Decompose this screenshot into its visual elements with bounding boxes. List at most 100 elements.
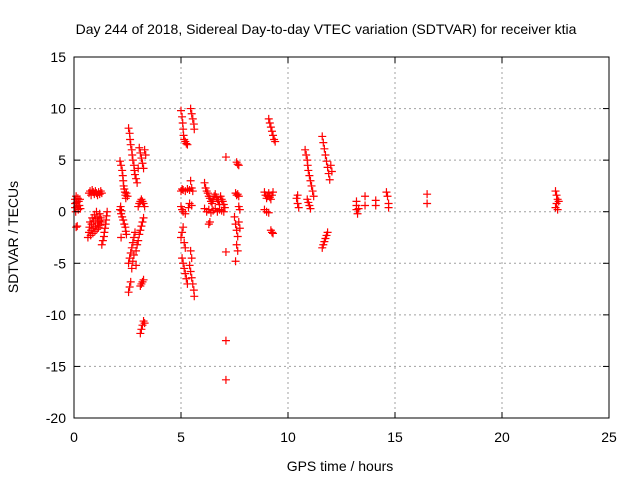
- data-point: [309, 192, 318, 201]
- data-point: [262, 207, 271, 216]
- data-point: [303, 161, 312, 170]
- data-point: [306, 204, 315, 213]
- data-point: [305, 171, 314, 180]
- y-tick-label: -20: [46, 410, 66, 426]
- data-point: [139, 275, 148, 284]
- data-point: [138, 321, 147, 330]
- data-point: [187, 254, 196, 263]
- data-point: [180, 264, 189, 273]
- data-point: [94, 223, 103, 232]
- data-point: [187, 201, 196, 210]
- data-point: [138, 218, 147, 227]
- data-point: [217, 195, 226, 204]
- data-point: [551, 187, 560, 196]
- data-point: [234, 192, 243, 201]
- data-point: [269, 229, 278, 238]
- data-point: [307, 181, 316, 190]
- data-point: [97, 189, 106, 198]
- data-point: [138, 159, 147, 168]
- data-point: [322, 157, 331, 166]
- data-point: [181, 243, 190, 252]
- data-point: [269, 188, 278, 197]
- data-point: [137, 279, 146, 288]
- data-point: [266, 195, 275, 204]
- data-point: [264, 114, 273, 123]
- data-point: [182, 139, 191, 148]
- data-point: [139, 164, 148, 173]
- x-tick-label: 5: [177, 429, 185, 445]
- data-point: [179, 223, 188, 232]
- data-point: [119, 215, 128, 224]
- x-tick-label: 20: [494, 429, 510, 445]
- y-axis-label: SDTVAR / TECUs: [5, 181, 21, 293]
- data-point: [177, 233, 185, 242]
- data-point: [423, 190, 432, 199]
- data-point: [221, 336, 230, 345]
- axis-ticks: [73, 56, 610, 419]
- data-point: [271, 137, 280, 146]
- data-point: [130, 166, 139, 175]
- data-point: [183, 185, 192, 194]
- y-tick-label: -15: [46, 358, 66, 374]
- data-point: [302, 150, 311, 159]
- data-point: [200, 178, 209, 187]
- data-point: [264, 208, 273, 217]
- data-point: [132, 261, 141, 270]
- data-point: [186, 176, 195, 185]
- data-point: [123, 192, 132, 201]
- data-point: [183, 140, 192, 149]
- data-points: [71, 104, 563, 384]
- data-point: [215, 205, 224, 214]
- data-point: [137, 222, 146, 231]
- data-point: [423, 199, 432, 208]
- data-point: [127, 264, 136, 273]
- data-point: [103, 207, 112, 216]
- data-point: [383, 192, 392, 201]
- data-point: [235, 205, 244, 214]
- data-point: [202, 187, 211, 196]
- data-point: [96, 213, 105, 222]
- data-point: [232, 240, 241, 249]
- x-tick-label: 0: [70, 429, 78, 445]
- data-point: [127, 243, 136, 252]
- data-point: [234, 161, 243, 170]
- data-point: [553, 195, 562, 204]
- data-point: [552, 191, 561, 200]
- data-point: [212, 193, 221, 202]
- data-point: [95, 209, 104, 218]
- data-point: [219, 207, 228, 216]
- data-point: [139, 213, 148, 222]
- data-point: [86, 218, 95, 227]
- data-point: [140, 202, 149, 211]
- data-point: [136, 226, 145, 235]
- data-point: [190, 125, 199, 134]
- data-point: [124, 259, 133, 268]
- data-point: [130, 228, 139, 237]
- data-point: [128, 257, 137, 266]
- data-point: [301, 145, 310, 154]
- data-point: [306, 176, 315, 185]
- data-point: [188, 187, 197, 196]
- data-point: [177, 106, 185, 115]
- data-point: [137, 195, 146, 204]
- data-point: [116, 157, 125, 166]
- data-point: [76, 204, 85, 213]
- data-point: [321, 150, 330, 159]
- data-point: [137, 325, 146, 334]
- data-point: [267, 228, 276, 237]
- data-point: [382, 188, 391, 197]
- data-point: [133, 240, 142, 249]
- data-point: [74, 197, 83, 206]
- data-point: [178, 254, 187, 263]
- chart-title: Day 244 of 2018, Sidereal Day-to-day VTE…: [76, 21, 577, 37]
- data-point: [138, 277, 147, 286]
- data-point: [136, 329, 145, 338]
- data-point: [138, 197, 147, 206]
- data-point: [265, 119, 274, 128]
- data-point: [130, 170, 139, 179]
- data-point: [293, 199, 302, 208]
- data-point: [136, 148, 145, 157]
- data-point: [552, 199, 561, 208]
- data-point: [117, 161, 126, 170]
